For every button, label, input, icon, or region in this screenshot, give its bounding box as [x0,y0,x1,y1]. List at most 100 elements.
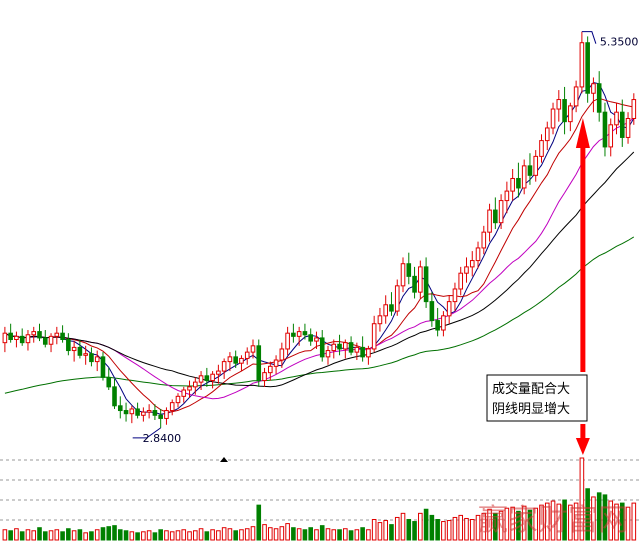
volume-bar [42,531,48,541]
volume-bar [452,516,458,541]
volume-bar [596,492,602,541]
price-markers: 5.3500 2.8400 [132,31,638,462]
candle [129,405,135,424]
candle-body [360,346,365,358]
volume-bar [135,532,140,541]
volume-bar [227,528,233,541]
volume-bar [337,529,342,541]
candle [2,326,8,353]
volume-bar [169,531,175,541]
volume-bar [89,531,94,541]
volume-bar [204,531,210,541]
candle [585,36,590,103]
volume-bar [250,526,256,541]
volume-bar [152,532,158,541]
volume-bar [521,505,527,541]
volume-bar [360,527,365,541]
volume-bar [279,526,285,541]
candle-body [204,375,210,382]
candle-body [71,346,77,352]
volume-bar [423,508,429,541]
candle-body [458,272,464,290]
annotation-line-1: 成交量配合大 [492,381,570,397]
candle-body [452,288,458,303]
candle [71,341,77,362]
candle-body [37,331,42,339]
volume-bar [394,516,400,541]
candle [192,377,198,395]
annotation: 成交量配合大 阴线明显增大 [486,118,590,455]
candle-body [42,337,48,345]
volume-bar [262,524,267,541]
candle-body [244,351,250,359]
candle-body [423,266,429,303]
volume-bar [146,530,152,541]
candle [210,371,215,389]
candle [325,345,331,365]
candle [371,315,377,353]
candle [475,241,481,269]
volume-bar [14,528,19,541]
candle-body [210,373,215,382]
volume-bars [2,457,637,541]
volume-bar [331,529,337,541]
volume-bar [343,528,348,541]
candle [48,333,54,353]
candle-body [354,346,360,353]
candle [100,352,106,381]
volume-bar [418,512,423,541]
volume-bar [233,530,238,541]
candle [302,323,308,340]
candle-body [291,332,296,337]
candle [602,102,608,157]
candle [331,339,337,359]
candle [123,402,129,422]
volume-bar [348,530,354,541]
candle-body [498,200,504,224]
volume-bar [210,529,215,541]
candle-body [66,339,71,352]
volume-bar [469,519,475,541]
candle [389,292,394,316]
candle-body [48,335,54,345]
candle-body [614,111,619,126]
volume-bar [504,507,510,541]
candle [498,194,504,229]
candle-body [221,361,227,372]
candle-body [302,331,308,336]
candle [89,347,94,367]
candle [591,77,596,113]
candle [19,328,25,346]
candle [366,345,371,365]
candle [314,331,319,349]
volume-bar [435,519,440,541]
candle-body [625,118,631,138]
candle-body [296,331,302,337]
candle [262,367,267,387]
volume-bar [198,528,204,541]
ma30-line [4,151,635,388]
candle [216,364,221,384]
volume-bar [579,457,585,541]
volume-bar [568,504,573,541]
arrow-down-head [575,438,590,455]
candle-body [441,315,446,331]
candle-body [308,334,313,342]
candle-body [331,343,337,352]
candle-body [319,337,325,358]
candle-body [181,389,187,397]
volume-bar [19,531,25,541]
volume-bar [31,530,37,541]
volume-bar [614,503,619,541]
candle-body [94,356,100,363]
volume-bar [400,512,406,541]
ma60-line [4,236,635,394]
candle [141,407,146,422]
candle [198,371,204,391]
candle [83,345,88,365]
candle [429,292,435,327]
current-date-marker [220,457,228,462]
candle [625,112,631,144]
volume-bar [493,512,498,541]
candle-body [325,350,331,358]
